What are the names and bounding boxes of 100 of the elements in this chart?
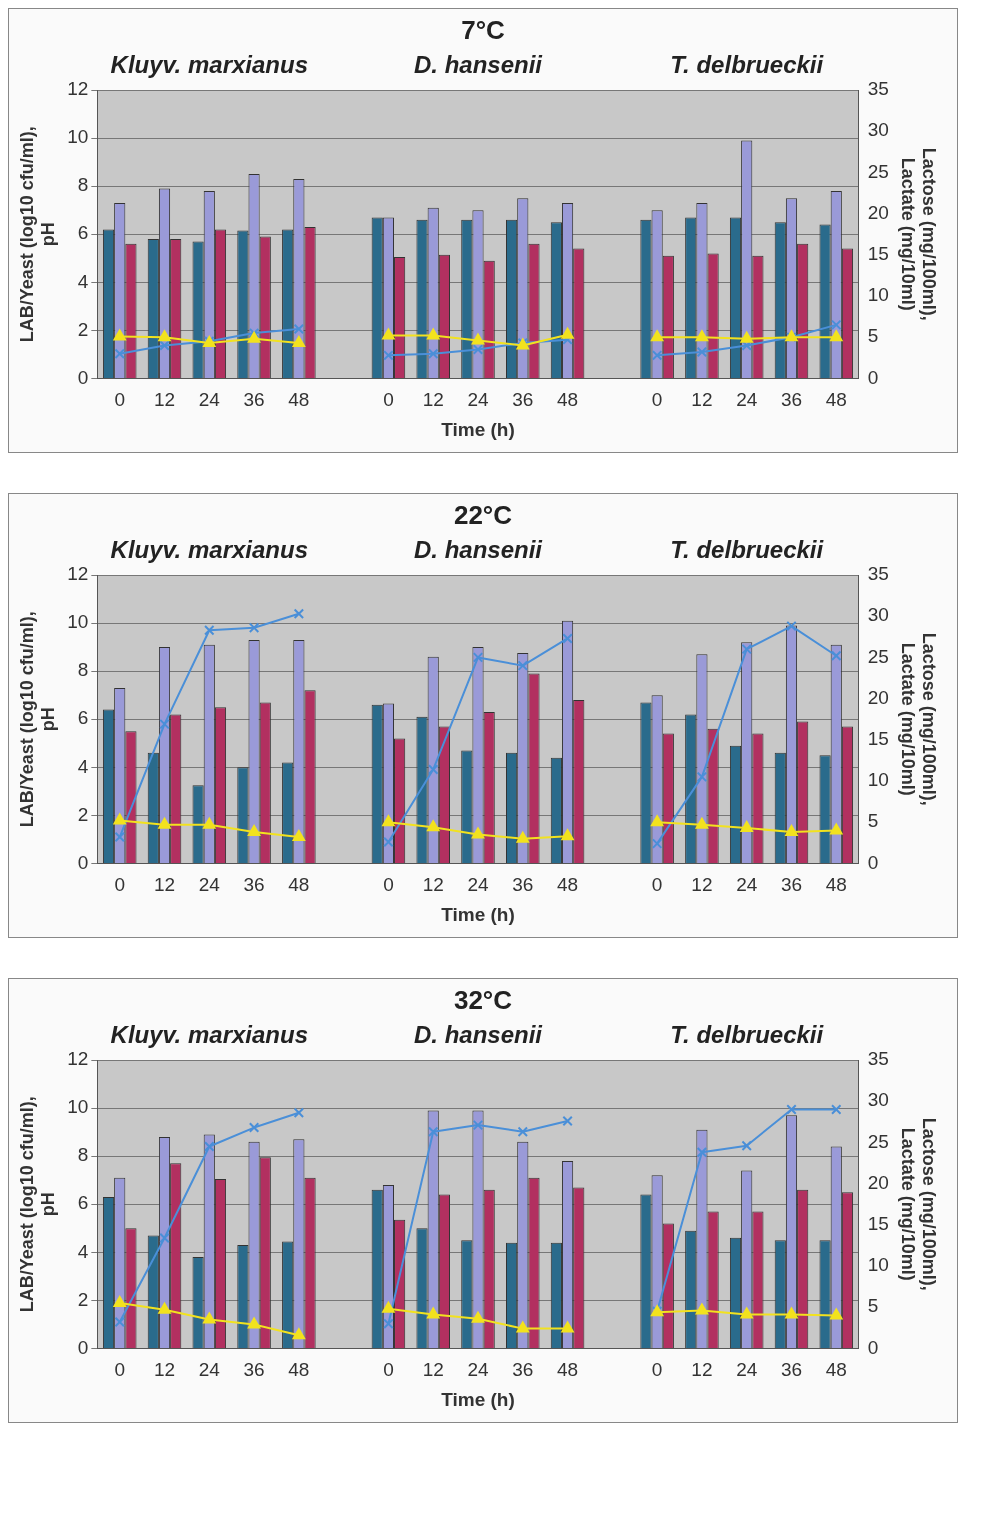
- y2-tick-label: 30: [867, 1089, 889, 1111]
- y-tick-label: 0: [77, 851, 89, 873]
- chart-title: 22°C: [452, 500, 514, 531]
- y2-tick-label: 20: [867, 201, 889, 223]
- x-tick-label: 24: [736, 874, 758, 896]
- x-tick-label: 12: [422, 874, 444, 896]
- y-tick-label: 8: [77, 659, 89, 681]
- y-axis-title: LAB/Yeast (log10 cfu/ml), pH: [16, 1096, 59, 1313]
- y2-tick-label: 25: [867, 160, 889, 182]
- y-tick-label: 10: [67, 611, 89, 633]
- y-tick-label: 12: [67, 563, 89, 585]
- x-tick-label: 0: [383, 1359, 394, 1381]
- x-tick-label: 12: [422, 1359, 444, 1381]
- text: T. delbrueckii: [670, 1020, 825, 1048]
- y2-tick-label: 0: [867, 366, 879, 388]
- y-axis-title: LAB/Yeast (log10 cfu/ml), pH: [16, 611, 59, 828]
- y-tick-label: 0: [77, 366, 89, 388]
- y2-tick-label: 35: [867, 563, 889, 585]
- x-tick-label: 0: [114, 1359, 126, 1381]
- y2-tick-label: 30: [867, 604, 889, 626]
- y2-tick-label: 0: [867, 1336, 879, 1358]
- chart-title: 7°C: [460, 15, 506, 46]
- y-tick-label: 8: [77, 174, 89, 196]
- y-axis-title: LAB/Yeast (log10 cfu/ml), pH: [16, 126, 59, 343]
- y2-tick-label: 15: [867, 1213, 889, 1235]
- text: T. delbrueckii: [670, 50, 825, 78]
- y-tick-label: 6: [77, 1192, 89, 1214]
- x-tick-label: 0: [651, 389, 663, 411]
- y-tick-label: 2: [77, 803, 89, 825]
- x-tick-label: 0: [383, 874, 394, 896]
- text: T. delbrueckii: [670, 535, 825, 563]
- y2-tick-label: 10: [867, 769, 889, 791]
- y2-tick-label: 20: [867, 1171, 889, 1193]
- y2-tick-label: 5: [867, 325, 879, 347]
- y2-axis-title: Lactose (mg/100ml), Lactate (mg/10ml): [897, 632, 940, 806]
- text: D. hansenii: [413, 50, 544, 78]
- x-tick-label: 36: [243, 874, 265, 896]
- x-tick-label: 48: [825, 874, 847, 896]
- y2-tick-label: 15: [867, 243, 889, 265]
- y2-tick-label: 10: [867, 1254, 889, 1276]
- text: Kluyv. marxianus: [110, 50, 309, 78]
- y-tick-label: 6: [77, 222, 89, 244]
- text: D. hansenii: [413, 535, 544, 563]
- x-tick-label: 36: [780, 1359, 803, 1381]
- y2-axis-title: Lactose (mg/100ml), Lactate (mg/10ml): [897, 147, 940, 321]
- x-tick-label: 36: [243, 389, 265, 411]
- text: Kluyv. marxianus: [110, 535, 309, 563]
- x-tick-label: 24: [736, 1359, 758, 1381]
- y-tick-label: 4: [77, 1240, 89, 1262]
- text: Kluyv. marxianus: [110, 1020, 309, 1048]
- x-tick-label: 24: [736, 389, 758, 411]
- x-tick-label: 0: [114, 389, 126, 411]
- y2-tick-label: 35: [867, 78, 889, 100]
- y-tick-label: 2: [77, 318, 89, 340]
- chart-title: 32°C: [452, 985, 514, 1016]
- x-tick-label: 0: [383, 389, 394, 411]
- x-axis-title: Time (h): [441, 1388, 515, 1410]
- x-tick-label: 12: [153, 1359, 176, 1381]
- x-tick-label: 48: [557, 874, 579, 896]
- x-axis-title: Time (h): [441, 903, 515, 925]
- y2-tick-label: 20: [867, 686, 889, 708]
- x-tick-label: 48: [557, 389, 579, 411]
- x-tick-label: 24: [467, 389, 489, 411]
- x-tick-label: 0: [651, 1359, 663, 1381]
- x-tick-label: 24: [467, 1359, 489, 1381]
- y2-tick-label: 15: [867, 728, 889, 750]
- x-tick-label: 36: [243, 1359, 265, 1381]
- x-tick-label: 48: [288, 874, 310, 896]
- x-tick-label: 36: [780, 389, 803, 411]
- y-tick-label: 2: [77, 1288, 89, 1310]
- y-tick-label: 12: [67, 1048, 89, 1070]
- x-tick-label: 24: [198, 1359, 221, 1381]
- x-tick-label: 36: [512, 389, 534, 411]
- x-tick-label: 48: [288, 389, 310, 411]
- x-tick-label: 24: [198, 874, 221, 896]
- y-tick-label: 0: [77, 1336, 89, 1358]
- y-tick-label: 4: [77, 755, 89, 777]
- y2-tick-label: 30: [867, 119, 889, 141]
- x-tick-label: 12: [153, 389, 176, 411]
- x-tick-label: 12: [691, 389, 713, 411]
- y2-tick-label: 0: [867, 851, 879, 873]
- x-tick-label: 12: [422, 389, 444, 411]
- x-tick-label: 24: [467, 874, 489, 896]
- y2-tick-label: 5: [867, 810, 879, 832]
- y-tick-label: 4: [77, 270, 89, 292]
- y-tick-label: 8: [77, 1144, 89, 1166]
- x-tick-label: 48: [825, 389, 847, 411]
- y2-tick-label: 25: [867, 645, 889, 667]
- x-tick-label: 48: [557, 1359, 579, 1381]
- x-tick-label: 12: [691, 1359, 713, 1381]
- x-tick-label: 48: [288, 1359, 310, 1381]
- y-tick-label: 10: [67, 126, 89, 148]
- x-tick-label: 48: [825, 1359, 847, 1381]
- y2-tick-label: 25: [867, 1130, 889, 1152]
- x-tick-label: 0: [651, 874, 663, 896]
- x-tick-label: 36: [780, 874, 803, 896]
- x-tick-label: 12: [153, 874, 176, 896]
- text: D. hansenii: [413, 1020, 544, 1048]
- y2-tick-label: 10: [867, 284, 889, 306]
- x-tick-label: 36: [512, 1359, 534, 1381]
